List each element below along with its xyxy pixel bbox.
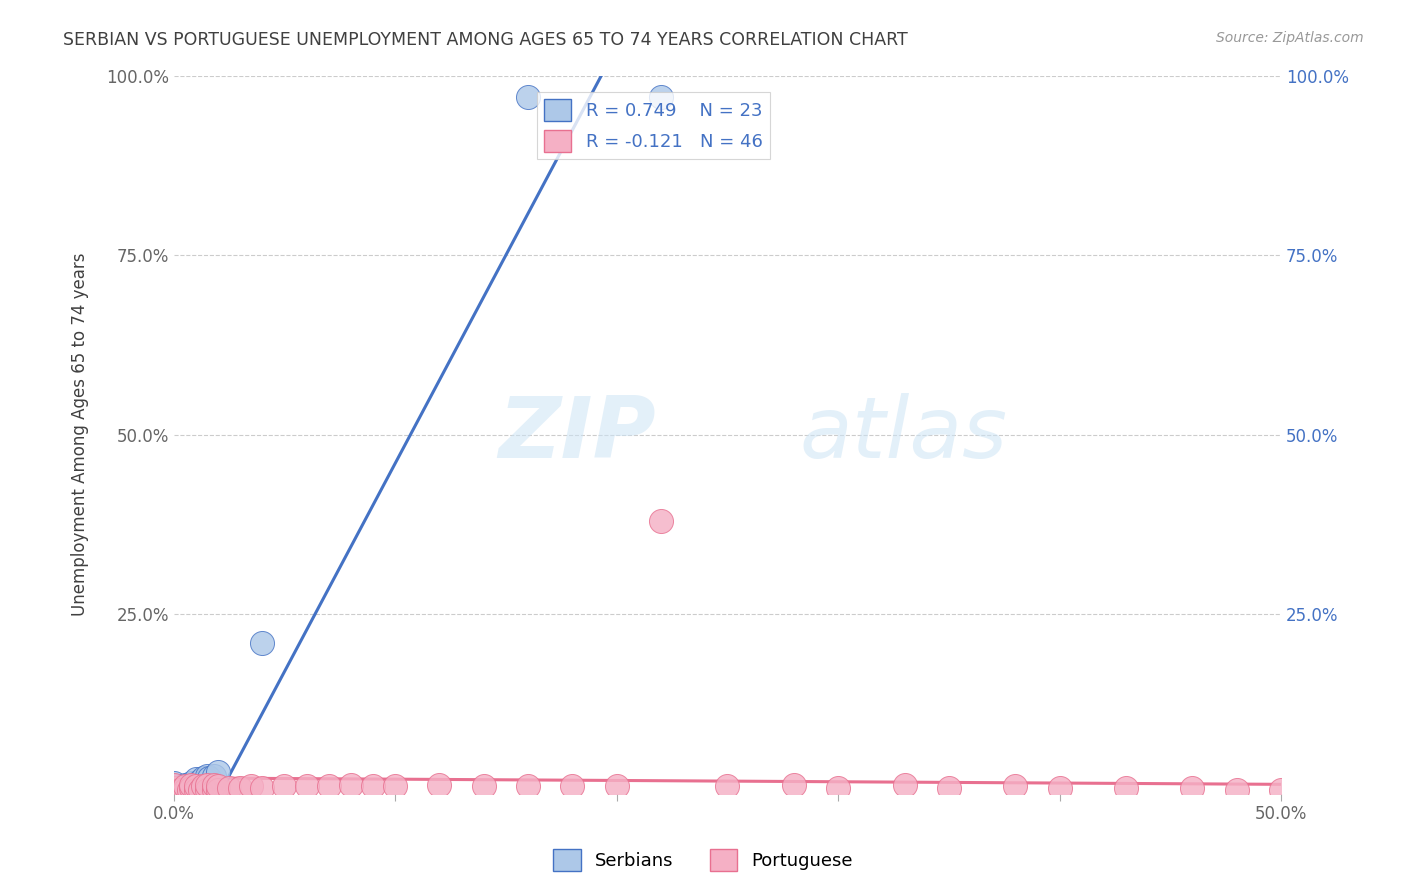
Point (561, 780, 583, 794)
Point (1004, 780, 1026, 794)
Y-axis label: Unemployment Among Ages 65 to 74 years: Unemployment Among Ages 65 to 74 years (72, 252, 89, 616)
Point (188, 783, 211, 797)
Point (783, 778, 806, 792)
Point (163, 780, 186, 795)
Point (827, 780, 849, 795)
Point (252, 636, 274, 650)
Point (202, 778, 225, 792)
Point (195, 778, 218, 792)
Point (163, 780, 186, 795)
Point (184, 772, 207, 787)
Point (163, 778, 186, 792)
Point (188, 773, 211, 788)
Point (180, 776, 202, 790)
Point (202, 783, 225, 797)
Point (180, 778, 202, 792)
Point (163, 784, 186, 798)
Point (184, 780, 207, 794)
Point (1226, 783, 1249, 797)
Point (1270, 783, 1292, 797)
Point (893, 778, 915, 792)
Legend: Serbians, Portuguese: Serbians, Portuguese (546, 842, 860, 879)
Point (517, 90, 540, 104)
Point (429, 778, 451, 792)
Point (207, 780, 229, 794)
Point (184, 776, 207, 790)
Point (229, 780, 252, 795)
Point (1115, 780, 1137, 795)
Point (938, 780, 960, 795)
Point (163, 776, 186, 790)
Point (606, 780, 628, 794)
Point (195, 783, 218, 797)
Point (184, 783, 207, 797)
Point (361, 780, 384, 794)
Point (384, 780, 406, 794)
Text: ZIP: ZIP (498, 393, 655, 476)
Legend: R = 0.749    N = 23, R = -0.121   N = 46: R = 0.749 N = 23, R = -0.121 N = 46 (537, 92, 770, 160)
Point (195, 772, 218, 787)
Point (191, 771, 214, 785)
Point (173, 780, 195, 794)
Point (191, 780, 214, 794)
Point (318, 780, 340, 794)
Point (176, 780, 198, 794)
Point (295, 780, 318, 794)
Point (202, 769, 225, 783)
Point (179, 783, 201, 797)
Point (252, 780, 274, 795)
Point (163, 783, 186, 797)
Point (163, 787, 186, 801)
Point (207, 765, 229, 780)
Point (180, 780, 202, 795)
Point (1181, 780, 1204, 795)
Point (517, 780, 540, 794)
Point (173, 778, 195, 792)
Point (163, 783, 186, 797)
Point (163, 780, 186, 794)
Point (716, 780, 738, 794)
Point (650, 90, 672, 104)
Point (650, 514, 672, 528)
Point (173, 780, 195, 795)
Point (207, 783, 229, 797)
Text: SERBIAN VS PORTUGUESE UNEMPLOYMENT AMONG AGES 65 TO 74 YEARS CORRELATION CHART: SERBIAN VS PORTUGUESE UNEMPLOYMENT AMONG… (63, 31, 908, 49)
Point (195, 769, 218, 783)
Point (1049, 780, 1071, 795)
Point (472, 780, 495, 794)
Text: Source: ZipAtlas.com: Source: ZipAtlas.com (1216, 31, 1364, 45)
Point (169, 783, 191, 797)
Point (180, 778, 202, 792)
Point (240, 780, 263, 794)
Text: atlas: atlas (800, 393, 1007, 476)
Point (173, 783, 195, 797)
Point (218, 780, 240, 795)
Point (273, 780, 295, 794)
Point (198, 771, 221, 785)
Point (340, 778, 363, 792)
